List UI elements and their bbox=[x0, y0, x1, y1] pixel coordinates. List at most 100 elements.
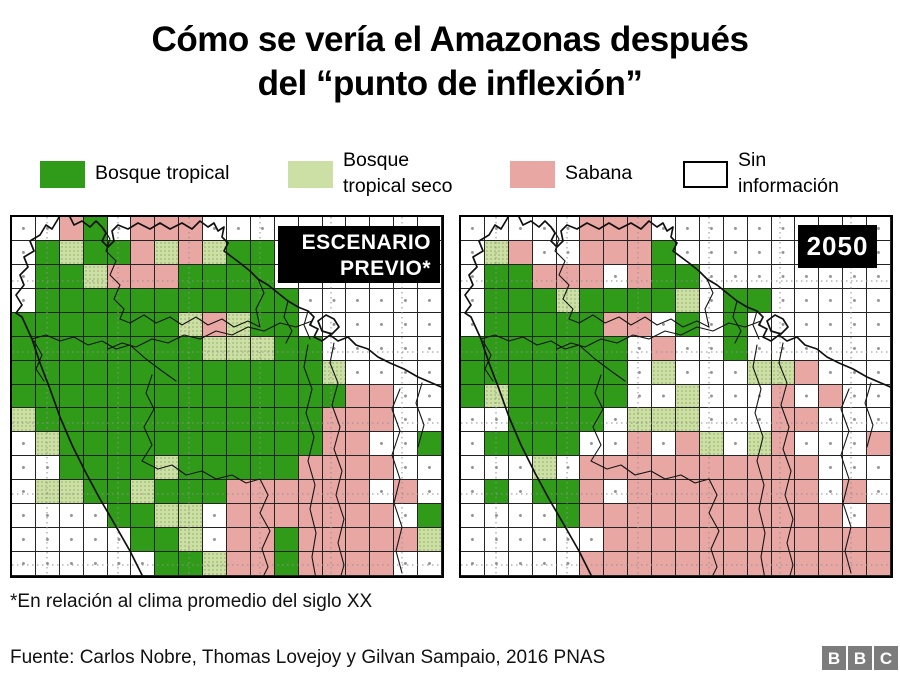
map-cell-p bbox=[867, 432, 891, 457]
map-cell-w bbox=[556, 456, 581, 481]
map-cell-g bbox=[556, 384, 581, 409]
map-cell-p bbox=[370, 456, 395, 481]
map-cell-w bbox=[819, 480, 844, 505]
map-cell-p bbox=[699, 456, 724, 481]
map-cell-p bbox=[580, 240, 605, 265]
map-cell-g bbox=[484, 288, 509, 313]
map-cell-g bbox=[227, 384, 251, 409]
map-cell-w bbox=[723, 384, 748, 409]
map-cell-w bbox=[59, 504, 84, 529]
legend-item-sabana: Sabana bbox=[510, 145, 632, 203]
map-cell-g bbox=[203, 264, 227, 289]
map-cell-w bbox=[370, 312, 395, 337]
map-cell-l bbox=[83, 264, 108, 289]
map-cell-p bbox=[652, 528, 676, 553]
map-cell-g bbox=[107, 312, 132, 337]
map-cell-w bbox=[394, 408, 419, 433]
map-cell-g bbox=[155, 288, 180, 313]
map-cell-g bbox=[131, 312, 156, 337]
map-cell-w bbox=[747, 240, 772, 265]
map-cell-w bbox=[394, 504, 419, 529]
map-cell-p bbox=[370, 528, 395, 553]
map-cell-g bbox=[83, 217, 108, 241]
map-cell-p bbox=[604, 312, 629, 337]
map-cell-w bbox=[346, 312, 371, 337]
map-cell-p bbox=[628, 504, 653, 529]
map-cell-w bbox=[819, 288, 844, 313]
map-cell-g bbox=[59, 312, 84, 337]
map-cell-p bbox=[227, 552, 251, 576]
map-cell-p bbox=[604, 456, 629, 481]
map-cell-g bbox=[298, 432, 323, 457]
map-cell-g bbox=[107, 456, 132, 481]
map-cell-g bbox=[131, 360, 156, 385]
map-cell-p bbox=[250, 528, 275, 553]
map-cell-g bbox=[227, 456, 251, 481]
map-cell-p bbox=[604, 552, 629, 576]
map-cell-w bbox=[843, 360, 868, 385]
map-cell-p bbox=[747, 456, 772, 481]
map-cell-w bbox=[819, 408, 844, 433]
map-cell-p bbox=[747, 552, 772, 576]
map-cell-p bbox=[580, 264, 605, 289]
map-cell-p bbox=[250, 480, 275, 505]
map-cell-g bbox=[556, 360, 581, 385]
map-cell-w bbox=[227, 217, 251, 241]
map-cell-p bbox=[628, 552, 653, 576]
map-cell-w bbox=[652, 312, 676, 337]
map-cell-w bbox=[628, 336, 653, 361]
map-cell-g bbox=[155, 384, 180, 409]
map-cell-l bbox=[418, 528, 442, 553]
map-cell-l bbox=[250, 336, 275, 361]
map-cell-p bbox=[532, 264, 557, 289]
map-cell-w bbox=[867, 480, 891, 505]
map-cell-w bbox=[723, 240, 748, 265]
map-cell-w bbox=[580, 432, 605, 457]
map-cell-w bbox=[532, 240, 557, 265]
map-cell-g bbox=[298, 360, 323, 385]
map-cell-w bbox=[484, 408, 509, 433]
map-cell-w bbox=[795, 384, 820, 409]
map-cell-p bbox=[652, 336, 676, 361]
map-cell-p bbox=[628, 240, 653, 265]
map-cell-w bbox=[676, 240, 700, 265]
map-cell-p bbox=[723, 480, 748, 505]
map-cell-p bbox=[203, 312, 227, 337]
map-cell-p bbox=[771, 480, 796, 505]
map-cell-w bbox=[604, 264, 629, 289]
map-cell-g bbox=[580, 384, 605, 409]
map-cell-g bbox=[179, 360, 204, 385]
map-cell-w bbox=[203, 504, 227, 529]
map-cell-g bbox=[274, 456, 299, 481]
map-cell-p bbox=[795, 480, 820, 505]
map-cell-p bbox=[298, 504, 323, 529]
map-cell-w bbox=[298, 312, 323, 337]
map-cell-w bbox=[461, 456, 485, 481]
map-cell-l bbox=[532, 456, 557, 481]
map-cell-g bbox=[107, 288, 132, 313]
map-cell-g bbox=[532, 480, 557, 505]
map-cell-l bbox=[203, 552, 227, 576]
map-cell-p bbox=[155, 217, 180, 241]
map-cell-g bbox=[35, 288, 60, 313]
map-cell-w bbox=[131, 552, 156, 576]
map-cell-w bbox=[12, 480, 36, 505]
map-cell-l bbox=[203, 336, 227, 361]
map-cell-g bbox=[35, 312, 60, 337]
map-cell-g bbox=[107, 408, 132, 433]
map-cell-w bbox=[843, 264, 868, 289]
map-cell-p bbox=[699, 528, 724, 553]
map-cell-w bbox=[12, 432, 36, 457]
map-cell-l bbox=[35, 432, 60, 457]
map-cell-w bbox=[322, 312, 347, 337]
map-cell-w bbox=[394, 432, 419, 457]
map-cell-p bbox=[867, 504, 891, 529]
map-cell-l bbox=[322, 360, 347, 385]
map-cell-g bbox=[298, 408, 323, 433]
map-cell-w bbox=[461, 264, 485, 289]
map-cell-g bbox=[83, 456, 108, 481]
map-cell-g bbox=[12, 336, 36, 361]
map-cell-w bbox=[604, 408, 629, 433]
map-cell-w bbox=[867, 336, 891, 361]
map-cell-w bbox=[556, 552, 581, 576]
